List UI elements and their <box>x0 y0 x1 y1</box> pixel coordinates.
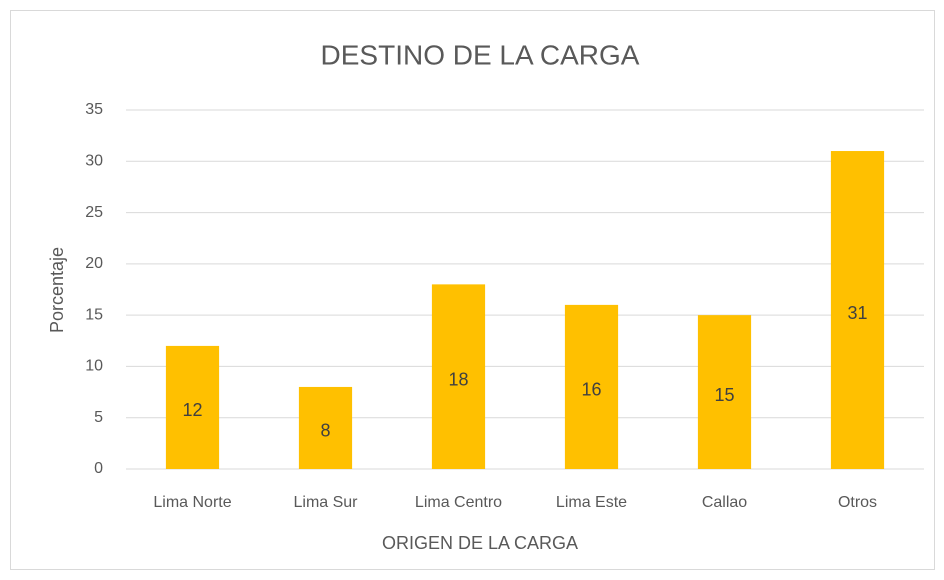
chart-title: DESTINO DE LA CARGA <box>321 39 640 70</box>
data-label: 12 <box>182 400 202 420</box>
x-axis-label: ORIGEN DE LA CARGA <box>382 533 578 553</box>
x-tick-label: Lima Sur <box>293 494 358 511</box>
x-tick-label: Callao <box>702 494 747 511</box>
data-label: 31 <box>847 303 867 323</box>
bar <box>697 315 752 469</box>
bar <box>431 284 486 469</box>
y-tick-label: 35 <box>85 101 103 118</box>
data-label: 8 <box>320 421 330 441</box>
bar <box>165 345 220 469</box>
x-tick-label: Lima Norte <box>153 494 231 511</box>
bar <box>830 151 885 469</box>
bar <box>564 304 619 469</box>
y-tick-label: 0 <box>94 460 103 477</box>
x-tick-label: Lima Centro <box>415 494 502 511</box>
y-tick-label: 10 <box>85 358 103 375</box>
y-tick-label: 20 <box>85 255 103 272</box>
y-tick-label: 30 <box>85 153 103 170</box>
y-tick-label: 5 <box>94 409 103 426</box>
y-tick-label: 25 <box>85 204 103 221</box>
bar <box>298 386 353 469</box>
data-label: 16 <box>581 380 601 400</box>
data-label: 15 <box>714 385 734 405</box>
y-tick-label: 15 <box>85 306 103 323</box>
data-label: 18 <box>448 369 468 389</box>
y-axis-label: Porcentaje <box>47 247 67 333</box>
x-tick-label: Otros <box>838 494 877 511</box>
x-tick-label: Lima Este <box>556 494 627 511</box>
